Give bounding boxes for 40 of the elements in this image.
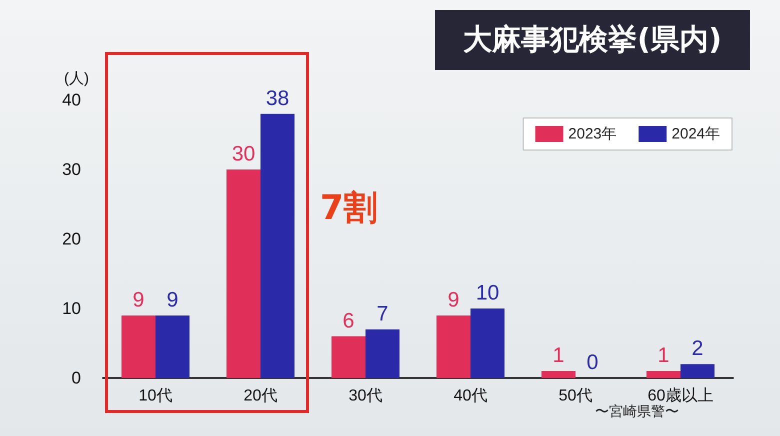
data-label: 1: [552, 344, 564, 368]
data-label: 7: [376, 302, 388, 326]
data-label: 2: [692, 337, 704, 360]
bar: [156, 315, 190, 378]
data-label: 1: [658, 344, 670, 368]
data-label: 9: [448, 288, 460, 312]
x-tick-label: 50代: [558, 388, 592, 404]
bar: [122, 315, 156, 378]
bar: [436, 315, 470, 378]
data-label: 9: [132, 288, 144, 312]
data-label: 9: [166, 288, 178, 312]
bar: [332, 336, 366, 378]
x-tick-label: 10代: [138, 388, 172, 404]
data-label: 30: [232, 142, 256, 166]
y-axis-title: (人): [64, 70, 89, 87]
bar: [680, 364, 714, 378]
y-tick-label: 20: [62, 230, 81, 248]
y-tick-label: 10: [62, 299, 81, 318]
y-tick-label: 30: [62, 160, 81, 179]
y-tick-label: 40: [62, 90, 81, 110]
bar: [366, 329, 400, 378]
y-tick-label: 0: [72, 368, 81, 388]
x-tick-label: 30代: [348, 388, 382, 404]
annotation: 7割: [320, 187, 378, 230]
x-tick-label: 20代: [244, 388, 278, 404]
bar: [260, 114, 294, 378]
legend-label: 2024年: [672, 126, 720, 142]
data-label: 38: [266, 86, 290, 110]
text: 〜宮崎県警〜: [595, 403, 679, 421]
x-tick-label: 40代: [454, 388, 488, 404]
bar: [226, 170, 260, 378]
legend-label: 2023年: [568, 126, 617, 142]
bar: [646, 371, 680, 378]
x-tick-label: 60歳以上: [648, 386, 714, 404]
chart-title: 大麻事犯検挙(県内): [435, 10, 750, 70]
data-label: 10: [476, 282, 500, 304]
bar: [542, 371, 576, 378]
data-label: 0: [586, 351, 598, 374]
bar: [470, 308, 504, 378]
data-label: 6: [342, 309, 354, 332]
